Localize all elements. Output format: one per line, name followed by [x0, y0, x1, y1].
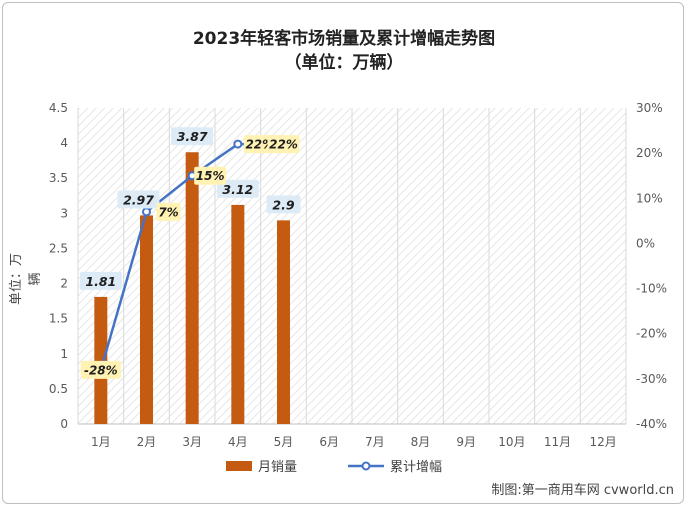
x-tick-label: 8月: [411, 435, 431, 449]
legend-swatch-bar: [226, 461, 252, 471]
line-label: 7%: [158, 205, 178, 219]
line-label-box: [267, 135, 300, 154]
y-right-tick-label: 10%: [636, 191, 663, 205]
x-tick-label: 12月: [590, 435, 617, 449]
bar: [277, 220, 290, 424]
y-left-tick-label: 2.5: [49, 241, 68, 255]
bar-label-box: [79, 271, 122, 290]
x-tick-label: 2月: [137, 435, 157, 449]
x-tick-label: 7月: [365, 435, 385, 449]
chart-credit: 制图:第一商用车网 cvworld.cn: [491, 483, 674, 498]
y-right-tick-label: -30%: [636, 372, 667, 386]
y-left-tick-label: 1.5: [49, 312, 68, 326]
bar-label: 3.12: [222, 182, 253, 197]
x-tick-label: 5月: [274, 435, 294, 449]
chart-title: 2023年轻客市场销量及累计增幅走势图: [192, 29, 496, 49]
x-tick-label: 11月: [544, 435, 571, 449]
line-label: 22%: [269, 138, 298, 152]
bar: [231, 204, 245, 424]
y-right-tick-label: 30%: [636, 101, 663, 115]
x-tick-label: 9月: [456, 435, 476, 449]
y-right-tick-label: -40%: [636, 417, 667, 431]
bar: [140, 215, 153, 424]
x-tick-label: 4月: [228, 435, 248, 449]
line-label: -28%: [84, 363, 118, 377]
y-left-tick-label: 3.5: [49, 171, 68, 185]
bar: [185, 152, 199, 425]
line-point: [142, 207, 151, 217]
line-label-box: [194, 166, 227, 185]
x-tick-label: 10月: [498, 435, 525, 449]
bar: [94, 296, 108, 424]
y-left-tick-label: 4: [60, 136, 68, 150]
y-right-tick-label: 0%: [636, 236, 655, 250]
x-tick-label: 1月: [91, 435, 111, 449]
y-left-tick-label: 2: [60, 277, 68, 291]
x-tick-label: 6月: [319, 435, 339, 449]
y-right-tick-label: -10%: [636, 282, 667, 296]
line-label-box: [80, 360, 121, 379]
legend-marker-line: [361, 461, 371, 471]
line-label-box: [156, 202, 181, 221]
chart-subtitle: （单位：万辆）: [284, 53, 404, 73]
y-left-tick-label: 1: [60, 347, 68, 361]
y-left-tick-label: 0.5: [49, 382, 68, 396]
y-left-tick-label: 0: [60, 417, 68, 431]
bar-label: 1.81: [85, 274, 116, 289]
line-label: 15%: [196, 169, 225, 183]
bar-label: 3.87: [177, 129, 208, 144]
line-label: 22%: [245, 138, 274, 152]
bar-label-box: [266, 195, 301, 214]
bar-label-box: [117, 190, 160, 209]
bar-label-box: [171, 127, 214, 146]
x-tick-label: 3月: [182, 435, 202, 449]
y-left-tick-label: 3: [60, 206, 68, 220]
bar-label-box: [216, 179, 259, 198]
line-point: [233, 139, 243, 149]
legend-label-bar: 月销量: [258, 460, 297, 475]
bar-label: 2.9: [272, 197, 294, 212]
y-right-tick-label: -20%: [636, 327, 667, 341]
bar-label: 2.97: [123, 192, 154, 207]
y-right-tick-label: 20%: [636, 146, 663, 160]
legend-label-line: 累计增幅: [390, 460, 442, 475]
y-left-tick-label: 4.5: [49, 101, 68, 115]
